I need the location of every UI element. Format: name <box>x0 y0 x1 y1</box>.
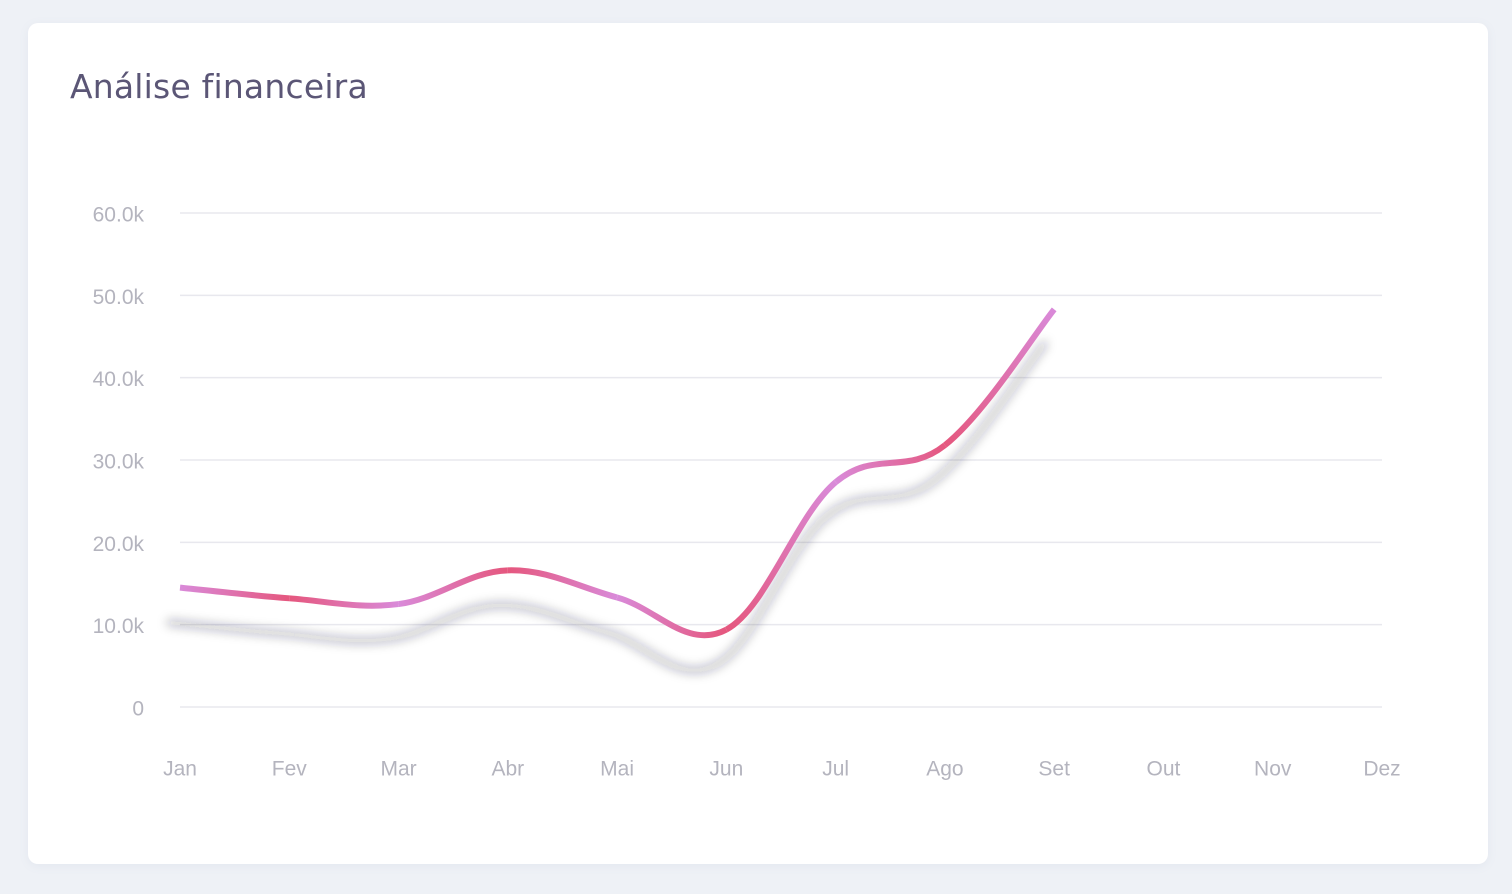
y-tick-label: 10.0k <box>93 615 145 638</box>
series-line-segment <box>833 442 947 485</box>
x-tick-label: Dez <box>1363 758 1400 781</box>
y-axis: 0 10.0k 20.0k 30.0k 40.0k 50.0k 60.0k <box>93 204 145 721</box>
y-tick-label: 40.0k <box>93 368 145 391</box>
series-line-segment <box>289 595 399 609</box>
x-tick-label: Mar <box>380 758 416 781</box>
series-line <box>179 307 1057 639</box>
card-title: Análise financeira <box>70 67 368 106</box>
x-tick-label: Mai <box>600 758 634 781</box>
y-tick-label: 30.0k <box>93 451 145 474</box>
x-tick-label: Out <box>1147 758 1181 781</box>
series-line-segment <box>507 567 618 601</box>
line-shadow <box>166 340 1048 674</box>
y-tick-label: 50.0k <box>93 286 145 309</box>
series-line-segment <box>398 567 508 608</box>
x-tick-label: Set <box>1038 758 1070 781</box>
x-axis: Jan Fev Mar Abr Mai Jun Jul Ago Set Out Nov Dez <box>163 758 1401 781</box>
x-tick-label: Jan <box>163 758 197 781</box>
series-line-segment <box>179 584 290 602</box>
financial-analysis-card: Análise financeira <box>28 23 1488 864</box>
x-tick-label: Ago <box>926 758 963 781</box>
x-tick-label: Nov <box>1254 758 1292 781</box>
series-line-segment <box>943 307 1057 448</box>
grid-lines <box>180 212 1382 708</box>
series-line-segment <box>616 594 728 639</box>
series-line-segment <box>724 479 838 633</box>
y-tick-label: 60.0k <box>93 204 145 227</box>
x-tick-label: Fev <box>272 758 308 781</box>
line-shadow-path <box>166 340 1048 674</box>
x-tick-label: Jun <box>709 758 743 781</box>
x-tick-label: Abr <box>491 758 524 781</box>
y-tick-label: 0 <box>132 698 144 721</box>
x-tick-label: Jul <box>822 758 849 781</box>
y-tick-label: 20.0k <box>93 533 145 556</box>
